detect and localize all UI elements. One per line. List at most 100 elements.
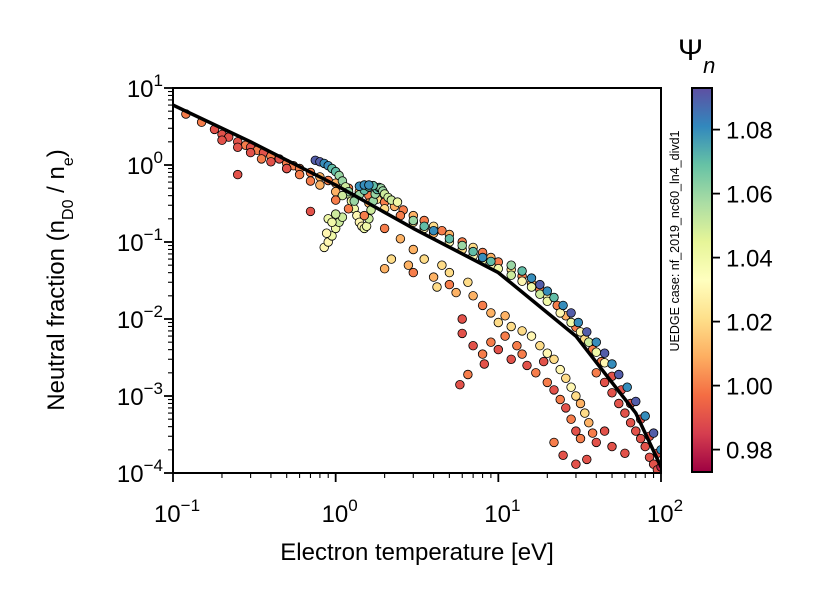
data-point-lower-scatter-8 [408,244,419,255]
data-point-upper-edge-12 [607,359,617,369]
data-point-lower-scatter-29 [549,385,559,395]
x-tick-label-1: 100 [322,496,358,528]
data-point-lower-scatter-33 [571,426,581,436]
plot-frame [172,87,662,474]
data-point-lower-scatter-3 [331,195,341,205]
y-tick-label-5: 101 [127,71,163,103]
data-point-upper-edge-14 [622,382,632,392]
data-point-loop-structure-38 [337,190,348,201]
data-point-upper-edge-19 [408,215,419,226]
data-point-upper-edge-2 [526,273,537,283]
data-point-lower-scatter-51 [526,331,537,341]
x-tick-label-2: 101 [484,496,520,528]
data-point-lower-scatter-50 [517,326,527,336]
data-point-main-band-54 [232,142,243,153]
data-point-lower-scatter-58 [571,391,581,401]
data-point-loop-structure-48 [321,228,332,238]
y-axis-title: Neutral fraction (nD0 / ne) [43,149,77,410]
data-point-lower-scatter-36 [479,359,490,369]
fit-line [173,103,661,469]
data-point-upper-edge-7 [566,308,576,318]
data-point-lower-scatter-19 [486,337,496,347]
data-point-lower-scatter-69 [625,418,636,428]
data-point-lower-scatter-49 [506,321,516,332]
data-point-lower-scatter-77 [620,448,630,459]
data-point-main-band-61 [315,180,325,190]
data-point-upper-edge-15 [631,396,641,407]
data-point-lower-scatter-61 [584,418,594,428]
colorbar-title: Ψn [678,34,715,78]
data-point-main-band-56 [256,154,267,164]
data-point-upper-edge-26 [486,256,496,267]
data-point-lower-scatter-24 [517,349,527,359]
data-point-main-band-53 [217,135,227,145]
data-point-lower-scatter-70 [631,426,641,436]
data-point-lower-scatter-43 [463,277,473,288]
data-point-upper-edge-20 [419,221,429,232]
data-point-main-band-76 [506,270,516,280]
y-axis: 10−4 10−3 10−2 10−1 100 101 [117,71,173,488]
x-axis-title: Electron temperature [eV] [280,539,553,566]
data-point-lower-scatter-46 [486,308,496,318]
data-point-lower-scatter-28 [542,377,553,388]
data-point-upper-edge-18 [656,445,661,455]
data-point-upper-edge-4 [542,286,553,296]
data-point-lower-scatter-6 [379,223,390,234]
data-point-main-band-57 [266,157,276,167]
colorbar-tick-label-4: 1.06 [726,182,773,209]
scatter-points [181,109,661,473]
data-point-lower-scatter-80 [582,454,592,465]
data-point-lower-scatter-82 [558,450,568,461]
data-point-lower-scatter-18 [477,349,488,359]
data-point-lower-scatter-63 [591,437,602,448]
data-point-lower-scatter-57 [566,382,576,392]
data-point-lower-scatter-44 [468,291,478,301]
data-point-lower-scatter-71 [636,433,646,444]
x-axis: 10−1 100 101 102 [154,473,683,528]
data-point-lower-scatter-11 [428,272,439,282]
data-point-lower-scatter-7 [395,234,406,244]
data-point-lower-scatter-48 [500,311,510,321]
data-point-lower-scatter-81 [571,459,581,469]
data-point-lower-scatter-13 [444,279,455,290]
data-point-upper-edge-6 [558,300,568,311]
data-point-lower-scatter-4 [343,204,354,214]
data-point-lower-scatter-26 [531,368,541,378]
colorbar [691,87,713,473]
data-point-lower-scatter-73 [644,452,655,463]
data-point-lower-scatter-5 [359,210,370,221]
data-point-upper-edge-11 [599,348,610,358]
data-point-lower-scatter-23 [512,341,522,351]
data-point-lower-scatter-10 [419,254,429,264]
y-tick-label-2: 10−2 [117,302,163,334]
colorbar-tick-label-5: 1.08 [726,118,773,145]
data-point-loop-structure-28 [392,197,403,207]
data-point-lower-scatter-39 [386,254,397,264]
y-tick-label-1: 10−3 [117,379,163,411]
data-point-lower-scatter-52 [535,341,545,351]
data-point-lower-scatter-55 [555,364,565,375]
data-point-lower-scatter-40 [403,260,414,270]
data-point-lower-scatter-68 [620,408,630,418]
data-point-main-band-55 [245,147,256,158]
data-point-lower-scatter-47 [493,317,504,328]
data-point-lower-scatter-25 [522,360,532,371]
data-point-lower-scatter-9 [408,267,419,278]
data-point-loop-structure-36 [364,180,374,190]
y-tick-label-4: 100 [127,148,163,180]
data-point-upper-edge-3 [535,279,545,290]
data-point-lower-scatter-31 [561,403,571,413]
data-point-lower-scatter-32 [566,414,576,424]
data-point-lower-scatter-37 [463,369,473,380]
data-point-lower-scatter-17 [468,341,478,351]
data-point-lower-scatter-15 [457,314,467,324]
data-point-upper-edge-21 [428,225,439,236]
data-point-upper-edge-22 [444,234,455,244]
data-point-lower-scatter-22 [506,354,516,365]
data-point-lower-scatter-64 [591,368,602,378]
data-point-lower-scatter-1 [282,163,292,174]
y-tick-label-0: 10−4 [117,456,163,488]
data-point-lower-scatter-67 [614,398,624,409]
data-point-lower-scatter-66 [607,388,617,398]
data-point-upper-edge-13 [614,369,624,380]
